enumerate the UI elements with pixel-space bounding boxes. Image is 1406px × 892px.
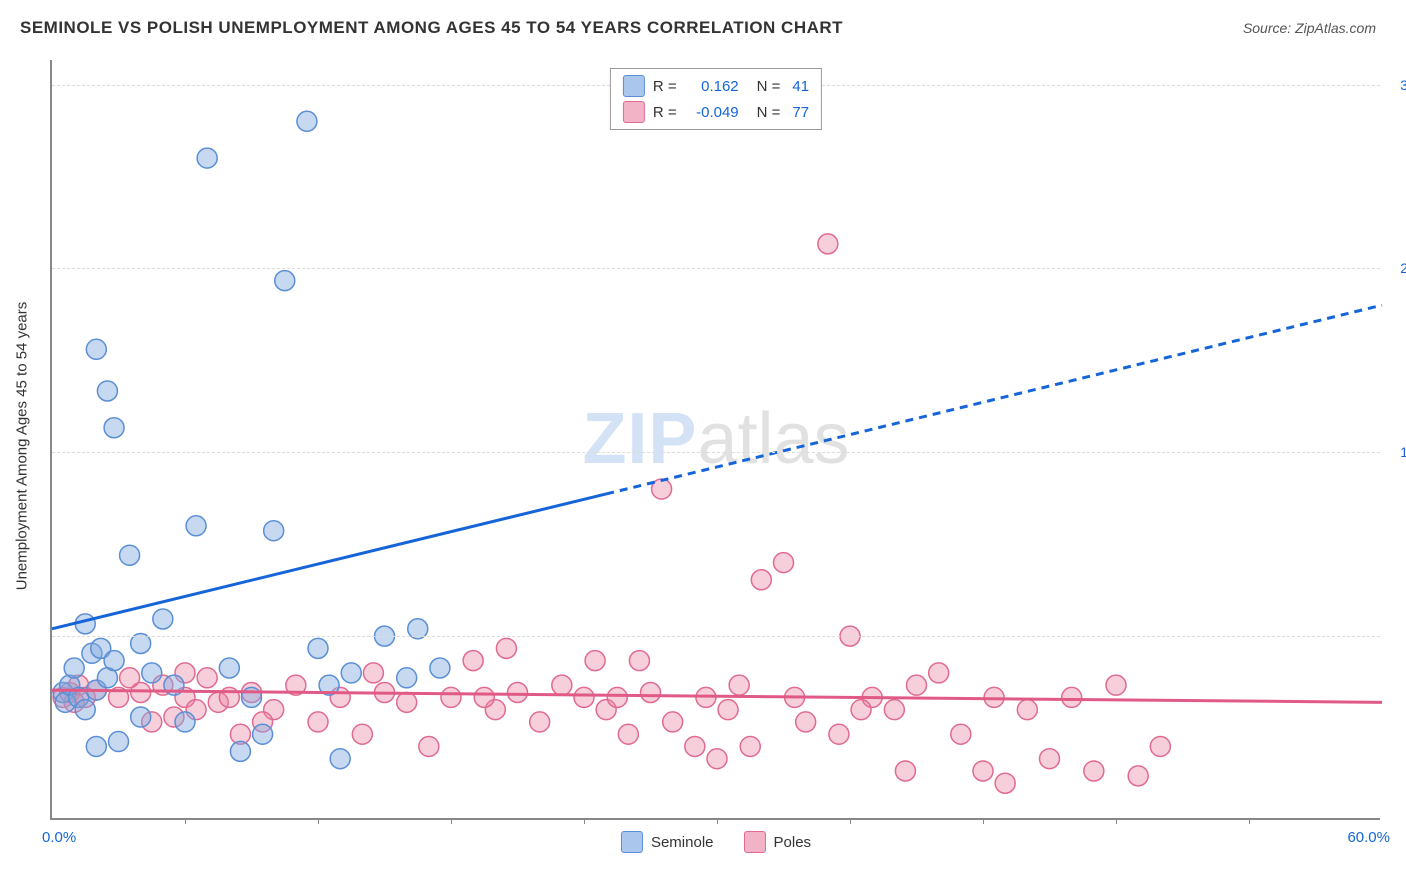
swatch-poles-icon: [744, 831, 766, 853]
swatch-seminole: [623, 75, 645, 97]
y-tick-label: 15.0%: [1390, 444, 1406, 460]
correlation-legend: R = 0.162 N = 41 R = -0.049 N = 77: [610, 68, 822, 130]
series-legend: Seminole Poles: [621, 831, 811, 853]
n-label: N =: [757, 104, 781, 121]
r-value-poles: -0.049: [689, 104, 739, 121]
legend-item-seminole: Seminole: [621, 831, 714, 853]
x-max-label: 60.0%: [1347, 829, 1390, 846]
swatch-poles: [623, 101, 645, 123]
x-min-label: 0.0%: [42, 829, 76, 846]
plot-svg: [52, 60, 1380, 818]
y-axis-label: Unemployment Among Ages 45 to 54 years: [14, 302, 31, 591]
r-label: R =: [653, 104, 677, 121]
plot-area: ZIPatlas R = 0.162 N = 41 R = -0.049 N =…: [50, 60, 1380, 820]
legend-label-seminole: Seminole: [651, 834, 714, 851]
source-label: Source: ZipAtlas.com: [1243, 20, 1376, 36]
chart-container: SEMINOLE VS POLISH UNEMPLOYMENT AMONG AG…: [0, 0, 1406, 892]
y-tick-label: 30.0%: [1390, 77, 1406, 93]
chart-title: SEMINOLE VS POLISH UNEMPLOYMENT AMONG AG…: [20, 18, 843, 38]
n-label: N =: [757, 78, 781, 95]
r-value-seminole: 0.162: [689, 78, 739, 95]
corr-row-seminole: R = 0.162 N = 41: [623, 73, 809, 99]
y-tick-label: 7.5%: [1390, 628, 1406, 644]
r-label: R =: [653, 78, 677, 95]
legend-label-poles: Poles: [774, 834, 812, 851]
n-value-seminole: 41: [792, 78, 809, 95]
swatch-seminole-icon: [621, 831, 643, 853]
n-value-poles: 77: [792, 104, 809, 121]
legend-item-poles: Poles: [744, 831, 812, 853]
y-tick-label: 22.5%: [1390, 260, 1406, 276]
corr-row-poles: R = -0.049 N = 77: [623, 99, 809, 125]
